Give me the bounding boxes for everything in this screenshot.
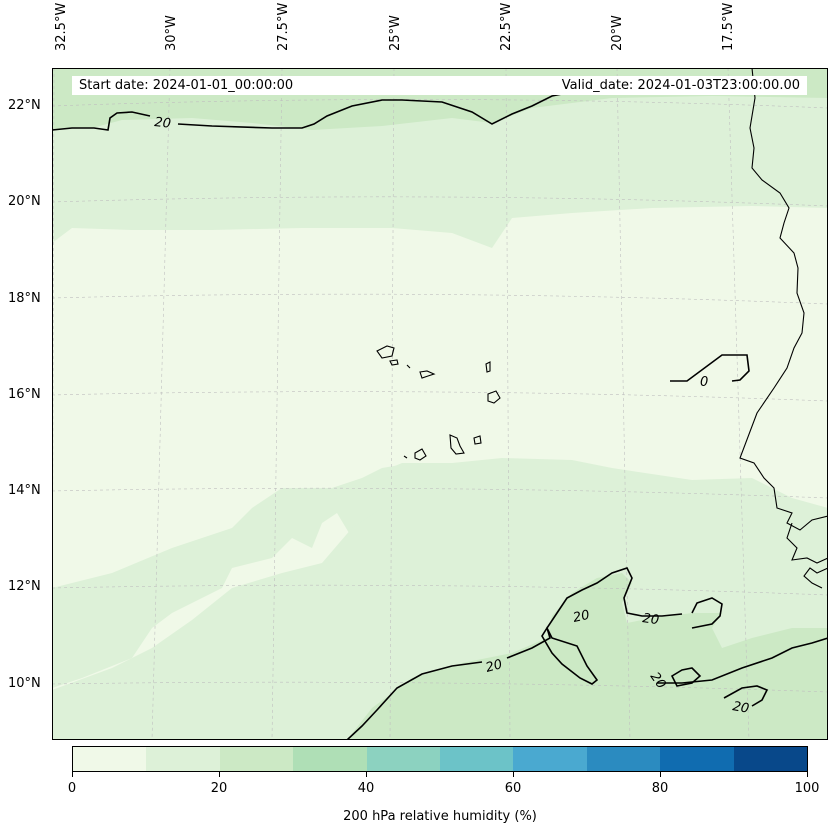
coastline [786, 522, 828, 564]
humidity-fill-high [347, 573, 828, 740]
lat-label: 22°N [8, 98, 41, 113]
contour-label: 20 [641, 611, 659, 628]
date-box: Start date: 2024-01-01_00:00:00 Valid_da… [72, 76, 807, 95]
lon-label: 25°W [388, 15, 403, 51]
colorbar-tick-label: 20 [210, 781, 228, 796]
lat-label: 12°N [8, 579, 41, 594]
colorbar-segment [440, 747, 514, 771]
colorbar-tick [513, 772, 514, 777]
lon-label: 32.5°W [54, 2, 69, 51]
lat-label: 20°N [8, 194, 41, 209]
humidity-fill-high [787, 658, 828, 740]
colorbar-tick [366, 772, 367, 777]
humidity-fill-mid [582, 558, 600, 570]
lat-label: 14°N [8, 483, 41, 498]
lon-label: 30°W [164, 15, 179, 51]
colorbar-tick-label: 100 [794, 781, 820, 796]
contour-label: 20 [484, 657, 504, 676]
lat-label: 10°N [8, 676, 41, 691]
colorbar-tick-label: 40 [357, 781, 375, 796]
colorbar-tick-label: 60 [504, 781, 522, 796]
colorbar-segment [293, 747, 367, 771]
humidity-fill-mid [52, 463, 432, 688]
contour-label: 20 [731, 699, 750, 717]
lon-label: 20°W [610, 15, 625, 51]
colorbar-tick [72, 772, 73, 777]
lon-label: 22.5°W [499, 2, 514, 51]
lat-label: 16°N [8, 387, 41, 402]
map-frame [52, 68, 828, 740]
colorbar-segment [733, 747, 808, 771]
colorbar-segment [146, 747, 220, 771]
contour-label: 20 [572, 608, 591, 626]
colorbar-segment [660, 747, 734, 771]
start-date: Start date: 2024-01-01_00:00:00 [79, 78, 294, 93]
map-panel[interactable]: 20 0 20 20 20 20 20 [52, 68, 828, 740]
colorbar-tick [219, 772, 220, 777]
islands [376, 345, 501, 461]
colorbar-segment [586, 747, 661, 771]
colorbar-segment [366, 747, 441, 771]
coastline [803, 567, 828, 589]
contour-labels: 20 0 20 20 20 20 20 [154, 115, 751, 717]
colorbar-tick-label: 80 [651, 781, 669, 796]
contour-label: 0 [700, 375, 708, 390]
colorbar-segment [73, 747, 147, 771]
lon-label: 17.5°W [721, 2, 736, 51]
lon-label: 27.5°W [276, 2, 291, 51]
colorbar-segment [219, 747, 294, 771]
colorbar-tick [807, 772, 808, 777]
lat-label: 18°N [8, 291, 41, 306]
colorbar-label: 200 hPa relative humidity (%) [343, 809, 537, 824]
colorbar [72, 746, 808, 772]
colorbar-tick-label: 0 [67, 781, 77, 796]
colorbar-tick [660, 772, 661, 777]
colorbar-segment [513, 747, 587, 771]
coastline [739, 68, 828, 531]
valid-date: Valid_date: 2024-01-03T23:00:00.00 [561, 78, 800, 93]
contour-label: 20 [154, 115, 172, 132]
